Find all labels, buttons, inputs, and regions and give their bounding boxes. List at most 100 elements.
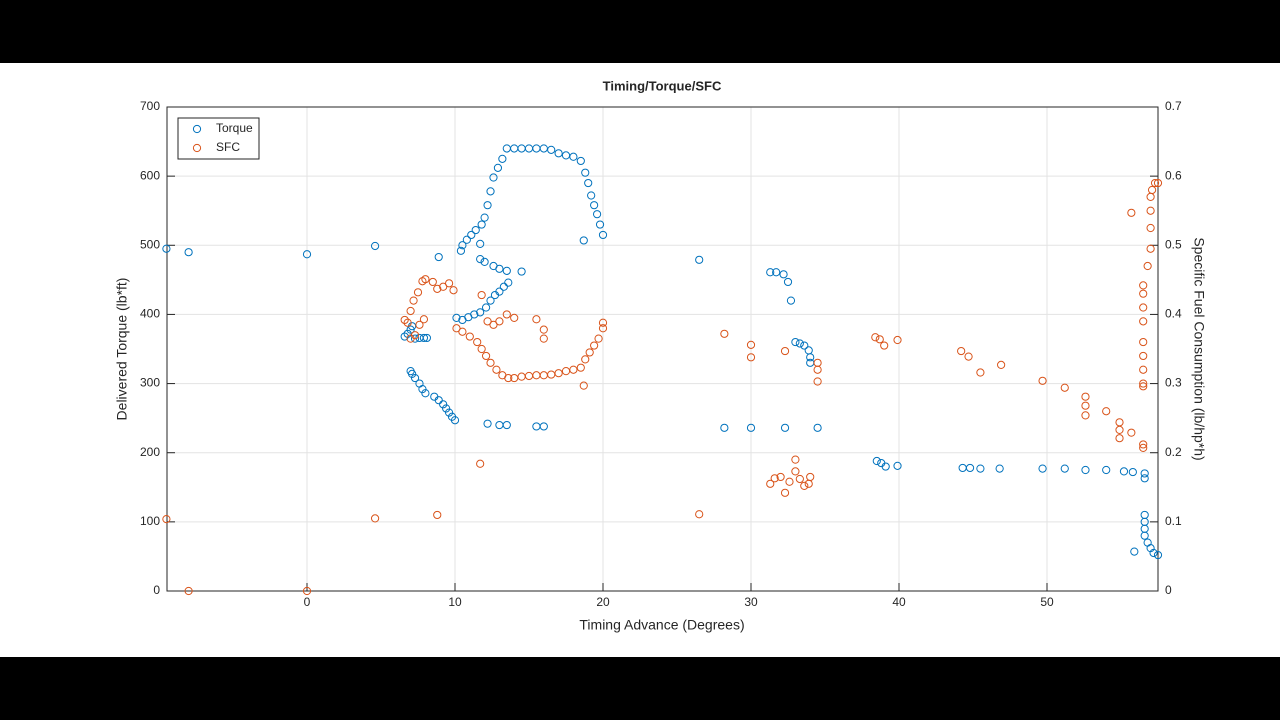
y-tick-label: 400 [140,307,160,321]
y-tick-label: 300 [140,376,160,390]
point [502,420,511,430]
point [477,220,486,229]
point [1038,376,1047,385]
point [1149,548,1158,558]
x-axis-label: Timing Advance (Degrees) [579,617,744,633]
point [785,477,794,486]
point [510,313,519,322]
point [1081,411,1090,420]
point [720,329,729,338]
point [370,514,380,523]
point [576,156,585,166]
point [400,332,409,341]
point [462,235,471,244]
point [504,373,513,383]
point [1140,469,1149,478]
point [415,320,424,329]
point [184,248,193,257]
y-axis-label: Delivered Torque (lb*ft) [114,278,130,421]
point [476,308,485,317]
point [569,152,578,161]
point [964,352,973,361]
point [795,339,804,348]
point [422,333,431,343]
point [780,423,790,432]
point [433,284,442,293]
point [476,459,485,468]
point [517,267,526,276]
point [800,481,809,491]
point [532,315,541,324]
point [1115,434,1124,443]
point [1146,223,1155,233]
point [791,337,800,347]
point [442,404,451,413]
point [1127,208,1136,217]
point [1139,365,1148,374]
point [554,149,563,158]
point [1140,531,1149,540]
point [473,337,482,347]
point [480,257,489,266]
point [995,464,1004,473]
point [1139,317,1148,326]
point [370,241,380,251]
legend-marker [192,124,202,134]
point [598,318,608,327]
point [585,348,594,357]
point [489,173,498,182]
point [502,266,511,275]
point [410,373,420,383]
point [403,318,412,327]
point [872,456,881,466]
point [456,246,466,255]
point [1139,382,1148,391]
point [406,306,415,316]
point [595,220,605,229]
point [590,341,599,350]
point [746,340,756,349]
point [470,310,479,319]
point [1139,351,1148,361]
point [590,201,599,210]
point [184,586,193,596]
point [875,335,884,344]
point [421,275,430,284]
point [1127,428,1136,437]
point [746,353,756,362]
x-tick-label: 0 [304,595,311,609]
point [1119,467,1129,476]
x-tick-label: 40 [892,595,906,609]
point [419,333,429,343]
point [554,369,563,378]
point [1102,407,1111,416]
point [421,389,430,398]
point [407,369,417,378]
point [495,317,504,326]
point [1128,467,1137,477]
point [489,320,498,329]
point [581,355,590,364]
point [302,250,312,259]
point [498,154,507,163]
point [433,510,442,520]
point [1139,303,1148,312]
point [587,191,596,200]
point [795,474,804,484]
point [467,230,476,240]
point [486,187,495,196]
point [806,472,815,482]
x-tick-label: 50 [1040,595,1054,609]
point [893,461,902,470]
point [502,310,511,319]
point [444,279,454,288]
point [813,377,822,386]
y2-tick-label: 0.1 [1165,514,1182,528]
point [766,479,775,488]
point [400,315,409,325]
point [569,365,578,374]
point [1139,443,1148,452]
point [452,324,461,333]
point [893,335,902,345]
